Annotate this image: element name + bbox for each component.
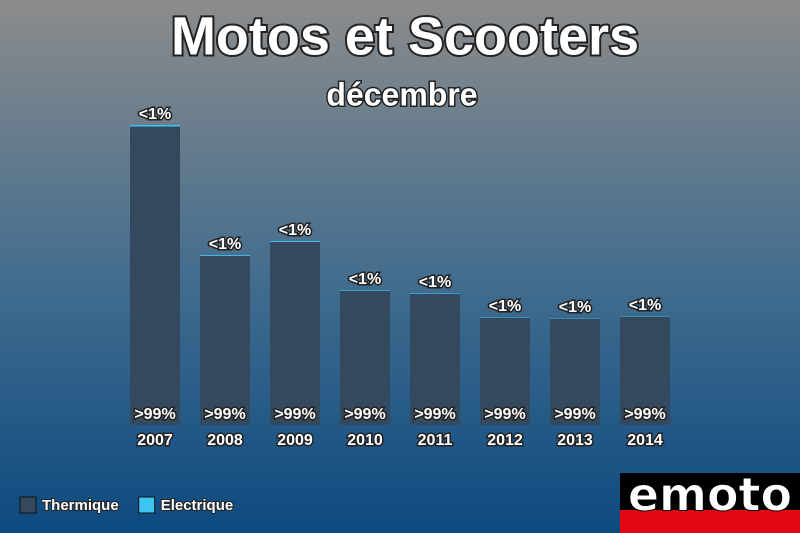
value-label: <1% xyxy=(139,106,171,123)
bar-segment xyxy=(480,317,530,425)
bar-segment xyxy=(200,255,250,425)
bar-segment xyxy=(270,241,320,242)
value-label: >99% xyxy=(624,406,665,423)
x-tick-label: 2009 xyxy=(277,432,313,449)
bar-segment xyxy=(550,318,600,319)
logo-band xyxy=(620,510,800,533)
logo: emoto xyxy=(620,467,800,533)
bar-segment xyxy=(620,316,670,317)
x-tick-label: 2012 xyxy=(487,432,523,449)
value-label: >99% xyxy=(344,406,385,423)
legend-label: Electrique xyxy=(161,497,234,514)
bar-segment xyxy=(410,293,460,294)
bar-segment xyxy=(130,125,180,127)
x-tick-label: 2007 xyxy=(137,432,173,449)
x-tick-label: 2011 xyxy=(418,432,453,449)
value-label: <1% xyxy=(419,274,451,291)
chart-title: Motos et Scooters xyxy=(171,6,639,66)
bar-segment xyxy=(340,290,390,425)
value-label: <1% xyxy=(209,236,241,253)
bar-segment xyxy=(480,317,530,318)
value-label: >99% xyxy=(274,406,315,423)
bar-segment xyxy=(620,316,670,425)
logo-text: emoto xyxy=(628,468,792,522)
value-label: <1% xyxy=(349,271,381,288)
value-label: >99% xyxy=(134,406,175,423)
x-tick-label: 2013 xyxy=(557,432,593,449)
value-label: <1% xyxy=(279,222,311,239)
legend-swatch xyxy=(138,496,156,514)
value-label: <1% xyxy=(559,299,591,316)
bar-segment xyxy=(550,318,600,425)
value-label: <1% xyxy=(629,297,661,314)
bar-segment xyxy=(340,290,390,291)
bar-segment xyxy=(270,241,320,425)
x-tick-label: 2008 xyxy=(207,432,243,449)
x-tick-label: 2014 xyxy=(627,432,663,449)
bar-segment xyxy=(410,293,460,425)
legend-swatch xyxy=(19,496,37,514)
bar-segment xyxy=(130,126,180,425)
legend-label: Thermique xyxy=(42,497,119,514)
x-tick-label: 2010 xyxy=(347,432,383,449)
bar-segment xyxy=(200,255,250,256)
value-label: >99% xyxy=(484,406,525,423)
value-label: <1% xyxy=(489,298,521,315)
value-label: >99% xyxy=(204,406,245,423)
chart-subtitle: décembre xyxy=(326,76,477,112)
value-label: >99% xyxy=(554,406,595,423)
value-label: >99% xyxy=(414,406,455,423)
